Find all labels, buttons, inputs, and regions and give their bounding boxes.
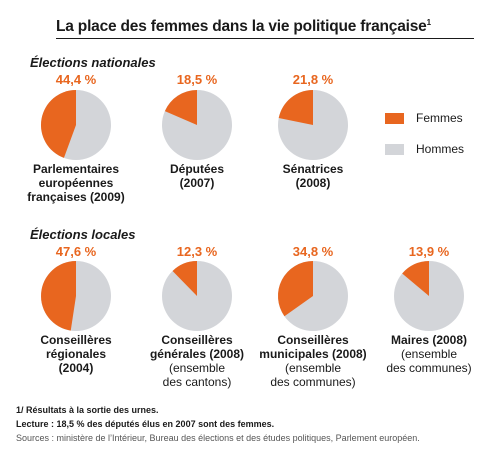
caption-subline: (ensemble <box>168 361 226 375</box>
value-label-conseilleres: 34,8 % <box>293 244 334 259</box>
pie-caption-conseilleres: Conseillères régionales (2004) <box>18 333 134 375</box>
title-footnote-mark: 1 <box>426 18 431 27</box>
pie-slice-femmes-conseilleres <box>277 261 313 317</box>
value-label-conseilleres: 12,3 % <box>177 244 218 259</box>
footnote-1: 1/ Résultats à la sortie des urnes. <box>16 405 159 415</box>
caption-line: françaises (2009) <box>27 190 125 204</box>
footnotes: 1/ Résultats à la sortie des urnes. Lect… <box>16 403 420 445</box>
chart-title-text: La place des femmes dans la vie politiqu… <box>56 18 427 36</box>
pie-caption-senatrices: Sénatrices (2008) <box>255 162 371 190</box>
caption-line: Conseillères <box>277 333 349 347</box>
caption-line: Conseillères <box>161 333 233 347</box>
caption-line: (2007) <box>179 176 215 190</box>
caption-line: (2004) <box>58 361 94 375</box>
caption-line: Maires (2008) <box>390 333 468 347</box>
legend-item-hommes: Hommes <box>385 142 464 156</box>
title-underline <box>56 38 474 39</box>
caption-line: Députées <box>169 162 225 176</box>
caption-line: Sénatrices <box>282 162 344 176</box>
legend-item-femmes: Femmes <box>385 111 463 125</box>
caption-line: générales (2008) <box>149 347 245 361</box>
pie-caption-conseilleres: Conseillères municipales (2008) (ensemble d… <box>255 333 371 389</box>
section-heading-local: Élections locales <box>30 227 136 242</box>
caption-line: Parlementaires <box>32 162 120 176</box>
pie-caption-deputees: Députées (2007) <box>139 162 255 190</box>
pie-caption-conseilleres: Conseillères générales (2008) (ensemble des… <box>139 333 255 389</box>
reading-note: Lecture : 18,5 % des députés élus en 200… <box>16 419 275 429</box>
pie-slice-femmes-parlementaires <box>40 90 76 158</box>
caption-line: municipales (2008) <box>259 347 367 361</box>
caption-subline: (ensemble <box>400 347 458 361</box>
value-label-parlementaires: 44,4 % <box>56 72 97 87</box>
pie-caption-maires-2008: Maires (2008) (ensemble des communes) <box>371 333 487 375</box>
legend-swatch-femmes <box>385 112 404 124</box>
value-label-deputees: 18,5 % <box>177 72 218 87</box>
pie-slice-femmes-conseilleres <box>41 261 76 331</box>
chart-title: La place des femmes dans la vie politiqu… <box>56 18 431 36</box>
caption-line: (2008) <box>295 176 331 190</box>
pie-slice-femmes-deputees <box>164 90 197 125</box>
value-label-maires-2008: 13,9 % <box>409 244 450 259</box>
section-heading-national: Élections nationales <box>30 55 156 70</box>
caption-line: européennes <box>38 176 114 190</box>
sources-note: Sources : ministère de l’Intérieur, Bure… <box>16 433 420 443</box>
caption-subline: des communes) <box>270 375 356 389</box>
legend-label: Hommes <box>416 142 465 156</box>
pie-slice-femmes-senatrices <box>278 90 313 125</box>
caption-line: Conseillères <box>40 333 112 347</box>
value-label-senatrices: 21,8 % <box>293 72 334 87</box>
legend-label: Femmes <box>416 111 463 125</box>
caption-subline: des cantons) <box>162 375 232 389</box>
pie-caption-parlementaires: Parlementaires européennes françaises (200… <box>18 162 134 204</box>
caption-line: régionales <box>45 347 107 361</box>
caption-subline: (ensemble <box>284 361 342 375</box>
pie-slice-femmes-conseilleres <box>172 261 197 296</box>
pie-slice-femmes-maires-2008 <box>402 261 429 296</box>
legend-swatch-hommes <box>385 143 404 155</box>
value-label-conseilleres: 47,6 % <box>56 244 97 259</box>
caption-subline: des communes) <box>386 361 472 375</box>
